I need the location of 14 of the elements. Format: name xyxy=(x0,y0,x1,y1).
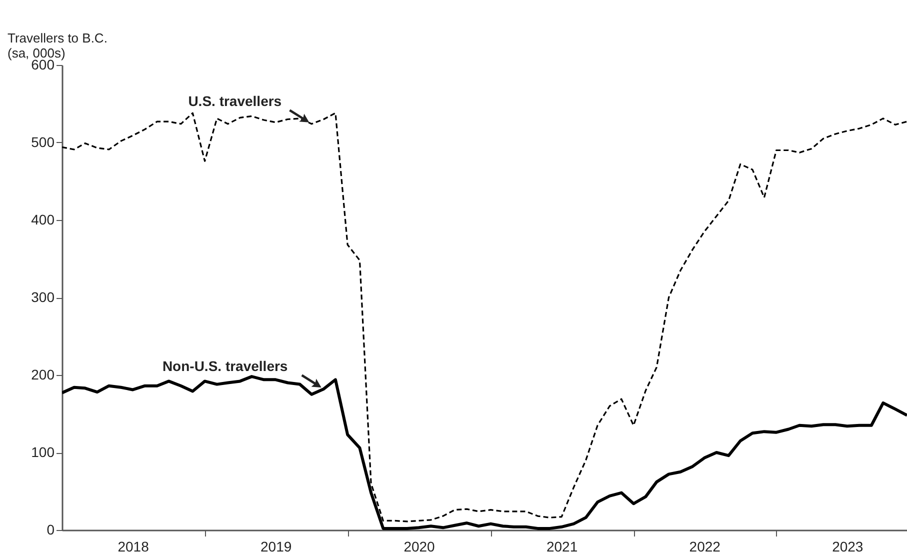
x-tick-label: 2018 xyxy=(118,538,150,554)
y-tick-label: 0 xyxy=(46,522,55,538)
y-tick-label: 300 xyxy=(31,289,55,305)
y-tick-label: 500 xyxy=(31,134,55,150)
y-tick-label: 400 xyxy=(31,212,55,228)
x-tick-label: 2020 xyxy=(404,538,436,554)
y-tick-label: 200 xyxy=(31,366,55,382)
x-tick-label: 2023 xyxy=(832,538,864,554)
x-tick-label: 2021 xyxy=(546,538,578,554)
x-tick-label: 2022 xyxy=(689,538,721,554)
annotation: Non-U.S. travellers xyxy=(162,358,288,374)
x-tick-label: 2019 xyxy=(260,538,292,554)
annotation: U.S. travellers xyxy=(188,92,282,109)
y-tick-label: 100 xyxy=(31,444,55,460)
